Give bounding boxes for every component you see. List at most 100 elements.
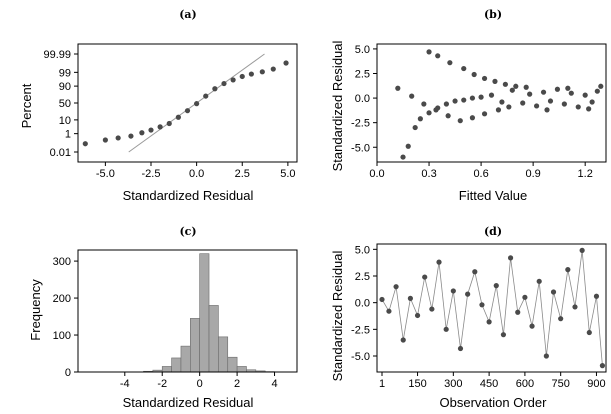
y-tick-label: 99 (59, 67, 71, 79)
x-tick-label: 0.3 (421, 168, 436, 180)
y-tick-label: -2.5 (351, 324, 370, 336)
data-point (407, 295, 413, 301)
x-tick-label: 1 (379, 378, 385, 390)
data-point (393, 284, 399, 290)
histogram-bar (190, 318, 200, 373)
data-point (461, 97, 467, 103)
y-tick-label: 2.5 (355, 69, 370, 81)
data-point (395, 85, 401, 91)
data-point (565, 85, 571, 91)
x-tick-label: 2.5 (235, 168, 250, 180)
panel-d-xlabel: Observation Order (440, 395, 548, 410)
data-point (486, 319, 492, 325)
y-tick-label: 2.5 (355, 271, 370, 283)
data-point (443, 326, 449, 332)
data-point (148, 127, 154, 133)
y-tick-label: 0.0 (355, 298, 370, 310)
panel-c-xlabel: Standardized Residual (123, 395, 254, 410)
x-tick-label: 150 (408, 378, 426, 390)
plot-frame (77, 249, 298, 373)
data-point (400, 154, 406, 160)
data-point (102, 137, 108, 143)
y-tick-label: 0.0 (355, 93, 370, 105)
x-tick-label: 300 (444, 378, 462, 390)
data-point (493, 283, 499, 289)
data-point (547, 98, 554, 104)
x-tick-label: 0.6 (473, 168, 488, 180)
x-tick-label: 0.9 (525, 168, 540, 180)
data-point (157, 124, 163, 130)
panel-c-title: (c) (179, 225, 196, 238)
data-point (166, 120, 172, 127)
y-tick-label: 99.99 (43, 49, 71, 61)
histogram-bar (208, 305, 219, 373)
y-tick-label: 5.0 (355, 44, 370, 56)
data-point (513, 83, 519, 89)
data-point (450, 288, 456, 294)
data-point (421, 101, 427, 107)
data-point (386, 308, 392, 314)
data-point (495, 107, 502, 113)
data-point (586, 329, 592, 336)
x-tick-label: 4 (271, 378, 277, 390)
plot-frame (376, 43, 607, 163)
data-point (479, 302, 485, 308)
data-point (599, 363, 606, 369)
data-point (82, 141, 88, 147)
data-point (586, 106, 592, 112)
data-point (499, 99, 505, 105)
data-point (115, 135, 121, 141)
data-point (523, 84, 529, 90)
data-point (426, 110, 432, 116)
x-tick-label: 0 (197, 378, 203, 390)
data-point (469, 115, 476, 121)
data-point (529, 323, 535, 329)
x-tick-label: -5.0 (96, 168, 115, 180)
data-point (582, 92, 588, 98)
data-point (465, 291, 471, 297)
data-point (429, 306, 435, 312)
panel-b-ylabel: Standardized Residual (330, 40, 345, 171)
data-point (575, 104, 581, 110)
data-point (461, 65, 467, 72)
data-point (520, 100, 526, 106)
data-point (414, 312, 421, 319)
data-point (579, 247, 585, 253)
data-point (492, 78, 498, 84)
data-point (139, 130, 145, 136)
data-point (417, 116, 423, 122)
panel-b-xlabel: Fitted Value (459, 188, 527, 203)
data-point (447, 60, 453, 66)
x-tick-label: 5.0 (280, 168, 295, 180)
data-point (435, 53, 441, 59)
x-tick-label: 450 (480, 378, 498, 390)
x-tick-label: 600 (516, 378, 534, 390)
data-point (502, 81, 508, 87)
data-point (481, 111, 488, 117)
panel-a: (a) Standardized Residual Percent -5.0 -2… (19, 8, 298, 203)
panel-d-title: (d) (484, 225, 502, 238)
panel-b-title: (b) (484, 8, 502, 21)
histogram-bar (171, 357, 182, 373)
data-point (452, 98, 458, 104)
x-tick-label: 2 (234, 378, 240, 390)
data-point (471, 71, 477, 78)
x-tick-label: 900 (587, 378, 605, 390)
data-point (565, 267, 571, 273)
x-tick-label: 750 (551, 378, 569, 390)
panel-c: (c) Standardized Residual Frequency -4 -2… (28, 225, 298, 410)
y-tick-label: 5.0 (355, 244, 370, 256)
data-point (558, 316, 564, 322)
data-point (481, 75, 488, 82)
y-tick-label: -2.5 (351, 118, 370, 130)
data-point (426, 49, 432, 55)
y-tick-label: 1 (65, 129, 71, 141)
data-point (568, 90, 574, 96)
data-point (536, 278, 542, 284)
data-point (283, 60, 289, 66)
data-point (422, 274, 428, 280)
data-point (598, 83, 604, 89)
panel-d: (d) Observation Order Standardized Resid… (330, 225, 607, 410)
data-point (472, 269, 478, 275)
y-tick-label: 100 (53, 330, 71, 342)
